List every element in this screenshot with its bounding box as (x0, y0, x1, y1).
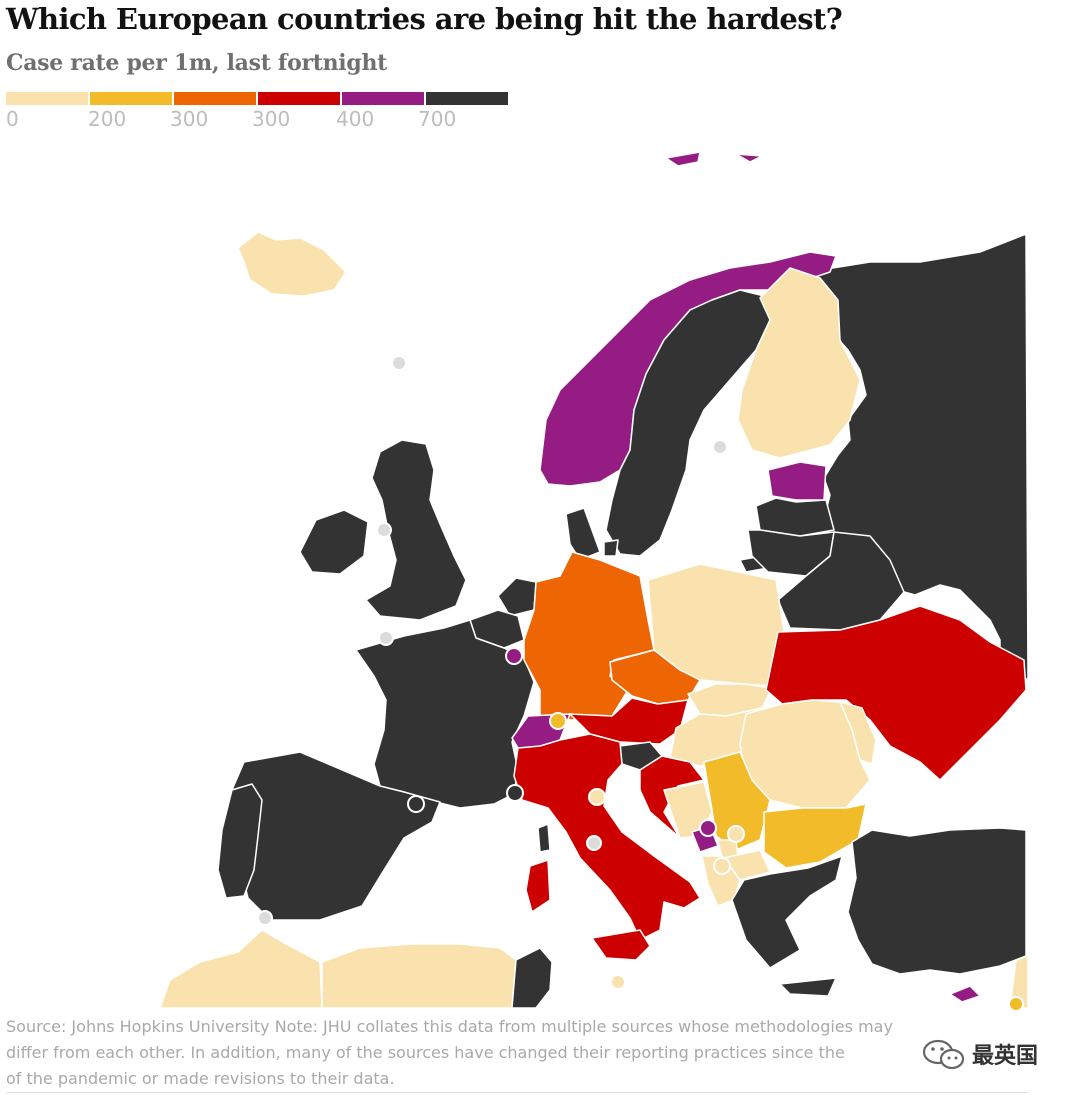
country-serbia (703, 751, 771, 851)
source-line-1: Source: Johns Hopkins University Note: J… (6, 1017, 893, 1036)
country-belarus (777, 531, 905, 631)
dot-montenegro (699, 819, 717, 837)
legend-label-2: 300 (170, 107, 209, 131)
legend-swatch-0 (6, 92, 88, 105)
country-algeria (321, 943, 517, 1009)
legend-label-3: 300 (252, 107, 291, 131)
legend-swatch-5 (426, 92, 508, 105)
color-legend: 0 200 300 300 400 700 (6, 92, 509, 137)
dot-vatican (586, 835, 602, 851)
dot-kosovo-2 (713, 857, 731, 875)
legend-label-1: 200 (88, 107, 127, 131)
wechat-watermark: 最英国 (920, 1034, 1050, 1074)
dot-san-marino (588, 788, 606, 806)
chart-title: Which European countries are being hit t… (6, 2, 843, 36)
svalbard-shape (665, 151, 763, 167)
dot-gibraltar (257, 910, 273, 926)
dot-kosovo-1 (727, 825, 745, 843)
bottom-divider (6, 1092, 1028, 1093)
country-bulgaria (763, 803, 867, 869)
dot-faroe-islands (391, 355, 407, 371)
europe-map (159, 151, 1029, 1010)
source-line-2: differ from each other. In addition, man… (6, 1043, 845, 1062)
watermark-text: 最英国 (972, 1044, 1039, 1069)
dot-andorra (407, 795, 425, 813)
country-latvia (755, 497, 835, 537)
country-estonia (767, 461, 827, 501)
wechat-icon (922, 1039, 965, 1070)
country-sweden (605, 289, 771, 557)
country-denmark (565, 507, 619, 561)
source-note: Source: Johns Hopkins University Note: J… (6, 1014, 1006, 1092)
dot-lebanon (1008, 996, 1024, 1010)
country-cyprus (949, 985, 981, 1003)
dot-malta (610, 974, 626, 990)
dot-liechtenstein (549, 712, 567, 730)
country-tunisia (511, 947, 553, 1009)
country-levant (1009, 955, 1029, 1009)
dot-monaco (506, 784, 524, 802)
country-netherlands (497, 577, 537, 617)
legend-swatch-4 (342, 92, 424, 105)
legend-swatch-1 (90, 92, 172, 105)
country-italy-sicily (591, 929, 651, 961)
legend-label-4: 400 (336, 107, 375, 131)
country-france (355, 619, 535, 809)
source-line-3: of the pandemic or made revisions to the… (6, 1069, 395, 1088)
legend-swatch-2 (174, 92, 256, 105)
country-portugal (217, 783, 263, 899)
country-finland (737, 267, 861, 459)
country-greece (731, 855, 843, 997)
country-ireland (299, 509, 369, 575)
chart-subtitle: Case rate per 1m, last fortnight (6, 50, 388, 76)
legend-label-5: 700 (418, 107, 457, 131)
country-turkey (847, 827, 1027, 975)
legend-label-0: 0 (6, 107, 19, 131)
country-italy-sardinia (525, 859, 551, 913)
dot-isle-of-man (376, 522, 392, 538)
dot-luxembourg (505, 647, 523, 665)
country-iceland (237, 231, 347, 297)
dot-channel-islands (378, 630, 394, 646)
country-france-corsica (537, 823, 551, 853)
country-italy (513, 733, 701, 941)
dot-aland (712, 439, 728, 455)
legend-swatch-3 (258, 92, 340, 105)
country-morocco (159, 929, 323, 1009)
